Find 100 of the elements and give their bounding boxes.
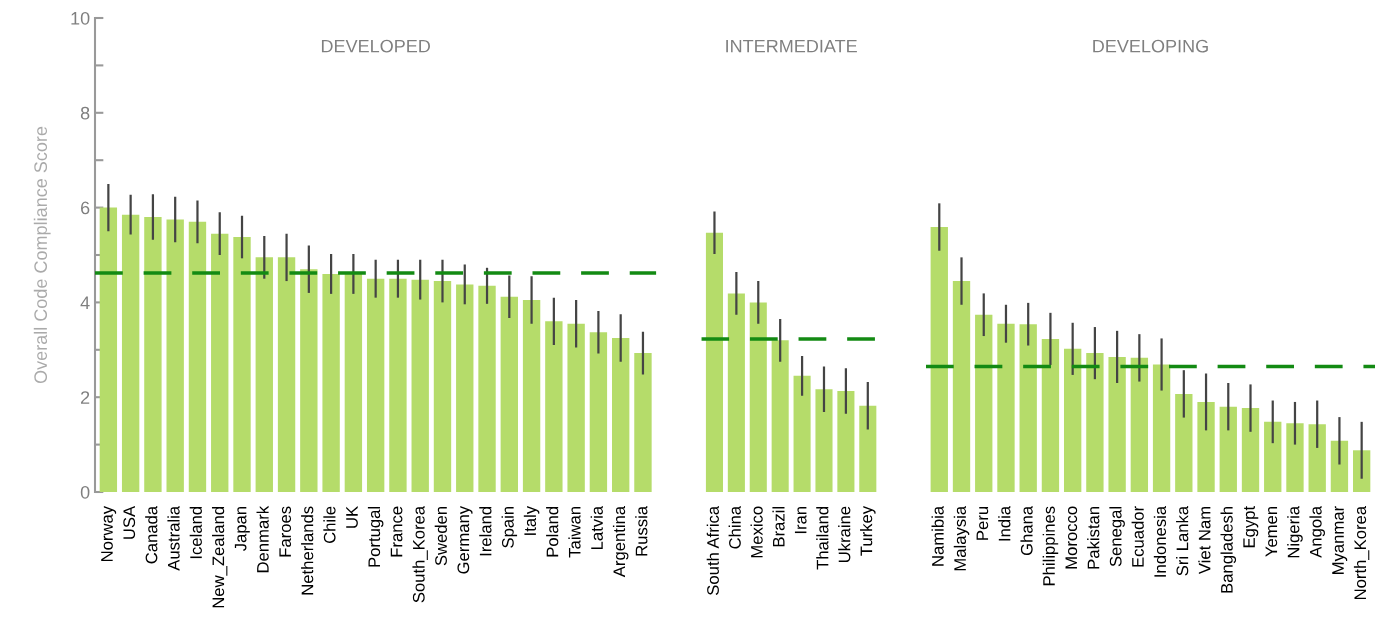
x-tick-label: Ecuador	[1131, 506, 1144, 567]
bar	[300, 269, 318, 492]
x-tick-label: China	[728, 505, 741, 549]
y-axis-title: Overall Code Compliance Score	[33, 126, 51, 384]
y-tick-label: 4	[80, 296, 90, 309]
x-tick-label: Germany	[457, 505, 473, 574]
x-tick-label: Argentina	[612, 505, 629, 578]
x-tick-label: Faroes	[279, 506, 292, 557]
bar	[1352, 450, 1371, 492]
bar	[188, 221, 207, 492]
x-tick-label: Peru	[976, 506, 989, 540]
x-tick-label: Namibia	[931, 505, 944, 566]
y-tick-label: 6	[81, 201, 90, 215]
x-tick-label: UK	[346, 506, 358, 528]
x-tick-label: Canada	[145, 505, 158, 564]
x-tick-label: Malaysia	[953, 505, 970, 571]
y-tick-label: 10	[71, 11, 90, 25]
bar	[837, 391, 855, 492]
x-tick-label: Pakistan	[1087, 506, 1100, 569]
x-tick-label: New_Zealand	[211, 506, 228, 608]
x-tick-label: Poland	[546, 506, 559, 557]
bar	[859, 405, 877, 492]
x-tick-label: Turkey	[860, 505, 876, 556]
x-tick-label: Viet Nam	[1198, 506, 1211, 575]
bar	[634, 353, 652, 492]
x-tick-label: Russia	[635, 505, 648, 556]
x-tick-label: France	[390, 506, 403, 557]
bar	[1108, 356, 1126, 492]
bar	[522, 300, 541, 492]
bar	[211, 233, 229, 492]
bar	[277, 257, 296, 492]
bar	[1264, 421, 1282, 492]
x-tick-label: Australia	[167, 505, 180, 571]
x-tick-label: South_Korea	[412, 505, 428, 603]
bar	[233, 236, 251, 492]
x-tick-label: Spain	[501, 506, 518, 548]
x-tick-label: South Africa	[706, 505, 719, 595]
x-tick-label: Egypt	[1243, 506, 1259, 548]
bar	[771, 340, 789, 492]
x-tick-label: Iran	[794, 506, 807, 534]
bar	[1063, 348, 1082, 492]
x-tick-label: North_Korea	[1353, 505, 1370, 600]
bar	[749, 302, 767, 492]
bar	[611, 337, 630, 492]
bar	[344, 273, 363, 492]
bar	[1041, 338, 1060, 492]
x-tick-label: Thailand	[816, 506, 829, 570]
x-tick-label: USA	[123, 505, 136, 539]
bar	[727, 293, 745, 492]
bar	[589, 332, 608, 492]
x-tick-label: Italy	[523, 505, 540, 535]
bar	[1152, 364, 1171, 492]
text: DEVELOPING	[1093, 39, 1208, 53]
x-tick-label: Bangladesh	[1220, 506, 1237, 593]
bar	[815, 389, 833, 492]
x-tick-label: Japan	[234, 506, 250, 552]
bar	[1219, 406, 1237, 492]
x-tick-label: Norway	[101, 505, 117, 562]
bar	[478, 285, 496, 492]
bar	[793, 375, 811, 492]
bar	[705, 232, 724, 492]
y-tick-label: 0	[80, 485, 90, 499]
text: DEVELOPED	[321, 39, 430, 53]
x-tick-label: Ukraine	[838, 506, 851, 563]
x-tick-label: Sri Lanka	[1176, 505, 1189, 576]
y-tick-label: 2	[81, 391, 90, 404]
bar	[389, 278, 407, 492]
x-tick-label: Philippines	[1042, 506, 1059, 586]
bar	[1308, 424, 1326, 492]
bar	[1130, 357, 1149, 492]
bar	[366, 278, 385, 492]
bar	[411, 279, 429, 492]
bar	[255, 257, 273, 492]
bar	[545, 321, 563, 492]
x-tick-label: Portugal	[367, 507, 384, 567]
bar	[144, 217, 162, 492]
text: INTERMEDIATE	[726, 39, 857, 53]
x-tick-label: Ghana	[1020, 505, 1033, 556]
x-tick-label: Sweden	[434, 506, 447, 566]
bar	[166, 219, 184, 492]
bar	[1197, 401, 1215, 492]
x-tick-label: Angola	[1309, 505, 1325, 558]
bar	[997, 323, 1015, 492]
x-tick-label: Latvia	[590, 505, 603, 549]
bar	[322, 273, 340, 492]
x-tick-label: Myanmar	[1332, 506, 1348, 574]
bar	[1086, 353, 1104, 492]
bar	[1286, 423, 1304, 492]
bar	[1175, 393, 1193, 492]
x-tick-label: Morocco	[1065, 506, 1078, 569]
bar	[930, 227, 948, 492]
x-tick-label: Nigeria	[1287, 505, 1303, 558]
bar	[975, 314, 993, 492]
x-tick-label: Ireland	[479, 506, 492, 556]
x-tick-label: Denmark	[256, 505, 269, 573]
bar	[1330, 440, 1349, 492]
y-tick-label: 8	[80, 106, 90, 120]
x-tick-label: Chile	[323, 506, 336, 544]
bar	[567, 323, 585, 492]
bar	[433, 281, 452, 492]
